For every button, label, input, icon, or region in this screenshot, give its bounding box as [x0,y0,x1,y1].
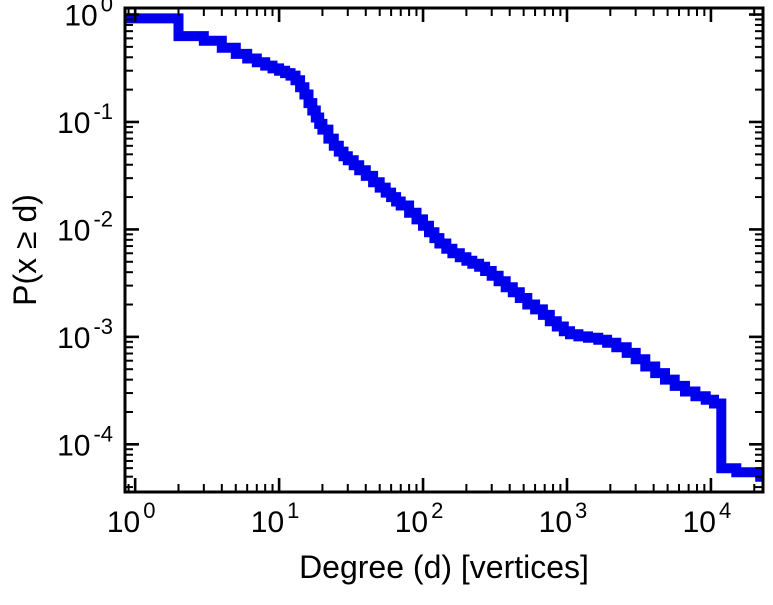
tick-exponent: 0 [101,0,113,17]
tick-exponent: 1 [287,498,299,523]
tick-exponent: 4 [719,498,731,523]
tick-base: 10 [57,107,90,140]
tick-base: 10 [57,322,90,355]
y-axis-label: P(x ≥ d) [7,194,43,306]
tick-base: 10 [57,214,90,247]
plot-frame [123,6,765,494]
x-tick-label: 10 4 [683,498,732,539]
ccdf-curve [125,13,763,482]
tick-base: 10 [251,506,284,539]
y-tick-label: 10 0 [64,0,113,33]
tick-exponent: -3 [93,314,113,339]
y-tick-label: 10 -2 [57,206,113,247]
tick-exponent: -1 [93,99,113,124]
tick-exponent: 3 [575,498,587,523]
tick-exponent: -2 [93,206,113,231]
tick-base: 10 [539,506,572,539]
y-tick-label: 10 -4 [57,421,113,462]
tick-base: 10 [683,506,716,539]
tick-base: 10 [57,429,90,462]
y-tick-label: 10 -1 [57,99,113,140]
tick-base: 10 [395,506,428,539]
tick-exponent: -4 [93,421,113,446]
tick-exponent: 0 [143,498,155,523]
x-tick-label: 10 3 [539,498,588,539]
ccdf-curve-layer [125,13,763,482]
x-tick-label: 10 1 [251,498,300,539]
y-tick-label: 10 -3 [57,314,113,355]
tick-base: 10 [107,506,140,539]
x-tick-label: 10 2 [395,498,444,539]
x-tick-label: 10 0 [107,498,156,539]
tick-base: 10 [64,0,97,33]
axes: 10 0 10 1 10 2 10 3 10 410 010 -110 -210 -310 -4 [57,0,765,539]
x-axis-label: Degree (d) [vertices] [299,549,589,585]
tick-exponent: 2 [431,498,443,523]
